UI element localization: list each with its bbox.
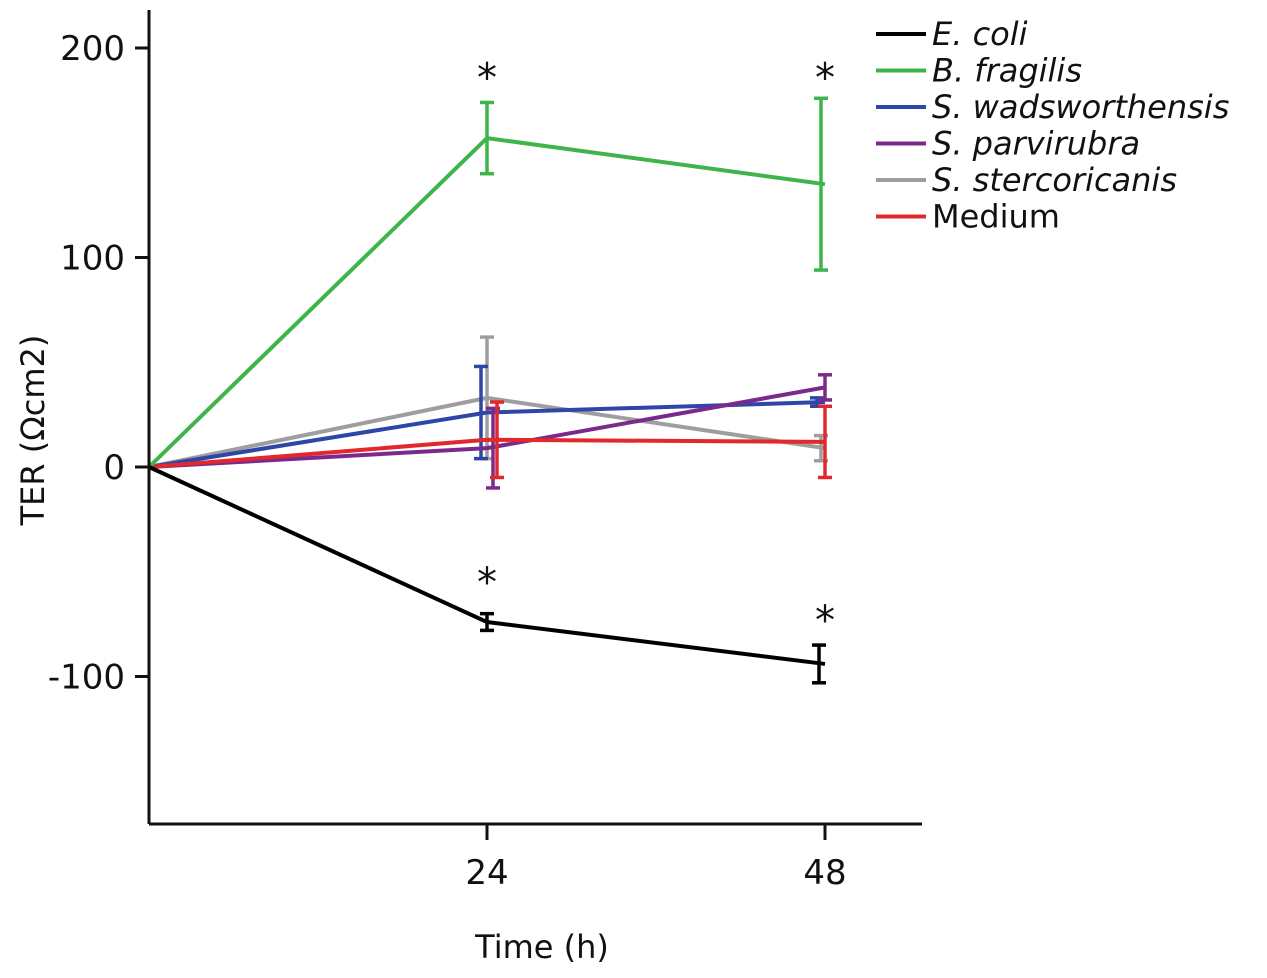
legend-label-medium: Medium <box>932 198 1060 236</box>
significance-star-2: * <box>477 560 497 606</box>
axes: 200 100 0 -100 24 48 <box>48 10 922 893</box>
legend-label-s-stercoricanis: S. stercoricanis <box>932 161 1177 199</box>
significance-star-3: * <box>815 598 835 644</box>
y-axis-title: TER (Ωcm2) <box>14 335 52 527</box>
legend-label-s-parvirubra: S. parvirubra <box>932 125 1140 163</box>
series-line-medium <box>148 437 826 469</box>
significance-star-0: * <box>477 55 497 101</box>
legend-label-b-fragilis: B. fragilis <box>932 52 1082 90</box>
y-tick-label-3: -100 <box>48 658 125 698</box>
y-tick-label-0: 200 <box>60 29 125 69</box>
significance-star-1: * <box>815 55 835 101</box>
legend-label-e-coli: E. coli <box>932 15 1028 53</box>
series-line-s-parvirubra <box>148 385 826 469</box>
plot-area: * * * * <box>147 55 835 685</box>
x-tick-label-1: 48 <box>803 853 846 893</box>
legend-label-s-wadsworthensis: S. wadsworthensis <box>932 88 1229 126</box>
y-tick-label-1: 100 <box>60 239 125 279</box>
x-tick-label-0: 24 <box>465 853 508 893</box>
series-line-s-wadsworthensis <box>148 400 826 469</box>
y-tick-label-2: 0 <box>103 448 125 488</box>
x-axis-title: Time (h) <box>474 928 609 966</box>
